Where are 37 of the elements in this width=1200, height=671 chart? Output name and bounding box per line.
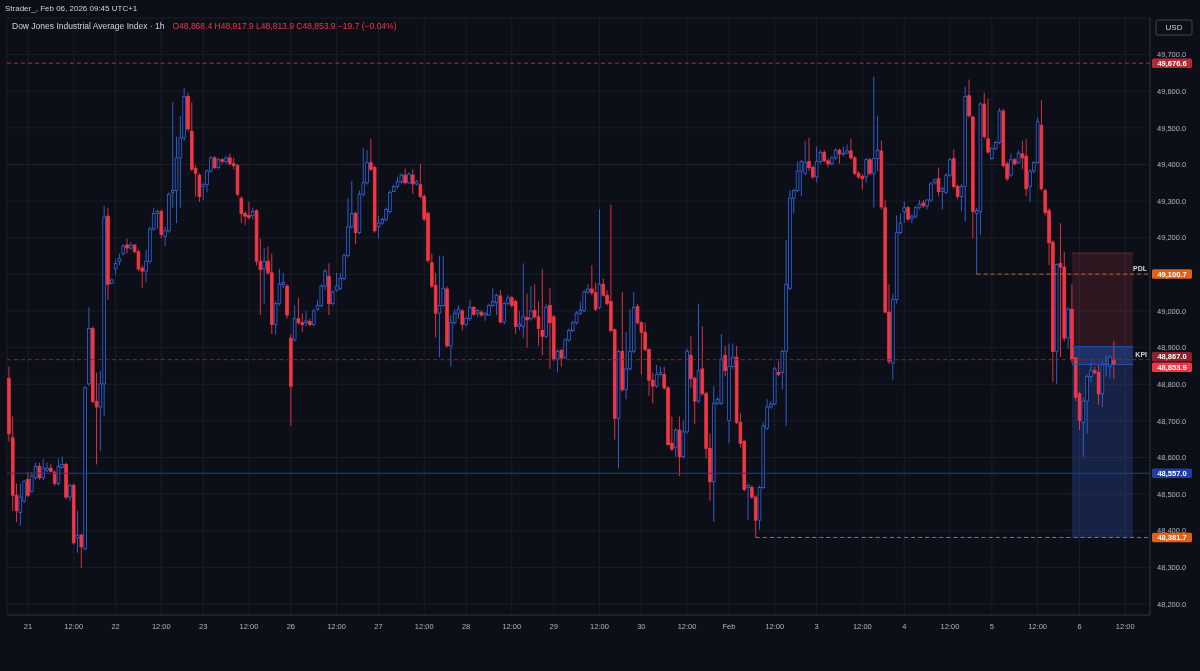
candlestick bbox=[155, 209, 160, 230]
chart-title: Dow Jones Industrial Average Index · 1h bbox=[12, 21, 165, 32]
candlestick bbox=[723, 345, 727, 378]
candlestick bbox=[548, 287, 552, 370]
candlestick bbox=[525, 293, 529, 349]
candlestick bbox=[529, 285, 533, 322]
candlestick bbox=[1009, 153, 1013, 178]
text: Strader_, Feb 06, 2026 09:45 UTC+1 bbox=[5, 4, 138, 13]
candlestick bbox=[593, 281, 598, 312]
candlestick bbox=[239, 195, 244, 224]
candlestick bbox=[1108, 354, 1112, 379]
candlestick bbox=[521, 262, 526, 339]
candlestick bbox=[872, 76, 876, 209]
candlestick bbox=[845, 143, 849, 155]
candlestick bbox=[296, 297, 301, 326]
candlestick bbox=[228, 153, 232, 167]
chart-subtitle: O48,868.4 H48,917.9 L48,813.9 C48,853.9 −19.7 (−0.04%) bbox=[172, 21, 397, 32]
text: USD bbox=[1165, 23, 1183, 33]
candlestick bbox=[304, 310, 308, 327]
candlestick bbox=[517, 310, 522, 331]
candlestick bbox=[41, 458, 45, 481]
candlestick bbox=[403, 168, 407, 186]
candlestick bbox=[125, 238, 129, 254]
candlestick bbox=[18, 483, 23, 527]
candlestick bbox=[929, 181, 933, 203]
candlestick bbox=[79, 533, 84, 569]
candlestick bbox=[776, 360, 781, 378]
candlestick bbox=[75, 510, 80, 554]
candlestick bbox=[673, 427, 678, 458]
candlestick bbox=[864, 157, 868, 184]
candlestick bbox=[26, 471, 30, 498]
candlestick bbox=[292, 305, 297, 343]
candlestick bbox=[262, 247, 266, 305]
candlestick bbox=[746, 483, 750, 521]
candlestick bbox=[468, 299, 472, 322]
candlestick bbox=[597, 209, 602, 310]
candlestick bbox=[799, 159, 804, 197]
